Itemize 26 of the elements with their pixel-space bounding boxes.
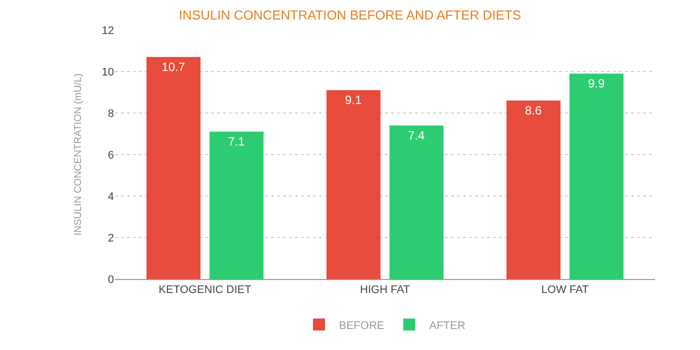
- bar: [146, 56, 200, 279]
- y-tick-label: 6: [108, 149, 114, 162]
- data-label: 8.6: [524, 104, 542, 118]
- y-tick-label: 10: [102, 66, 114, 78]
- y-tick-label: 2: [108, 232, 114, 244]
- bar: [570, 74, 624, 279]
- chart-title: INSULIN CONCENTRATION BEFORE AND AFTER DIETS: [178, 8, 522, 23]
- x-tick-label: LOW FAT: [541, 284, 590, 296]
- data-label: 9.9: [588, 76, 606, 91]
- bar: [390, 125, 444, 279]
- y-tick-label: 0: [108, 274, 114, 286]
- x-tick-label: KETOGENIC DIET: [158, 284, 252, 296]
- bar: [210, 132, 264, 279]
- bar: [326, 90, 380, 279]
- y-tick-label: 4: [108, 190, 114, 203]
- y-axis-title: INSULIN CONCENTRATION (mU/L): [72, 73, 84, 236]
- y-tick-label: 8: [108, 108, 114, 120]
- data-label: 7.4: [408, 128, 426, 142]
- bar: [506, 100, 560, 279]
- legend-label: AFTER: [429, 320, 466, 332]
- data-label: 7.1: [228, 134, 246, 149]
- x-tick-label: HIGH FAT: [360, 284, 410, 296]
- y-tick-label: 12: [102, 24, 114, 37]
- data-label: 10.7: [162, 60, 186, 74]
- legend-label: BEFORE: [339, 320, 384, 332]
- data-label: 9.1: [344, 93, 362, 108]
